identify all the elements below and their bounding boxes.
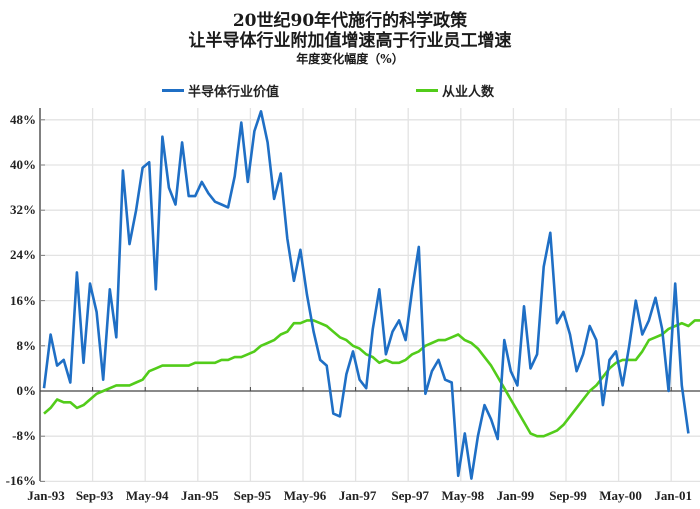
x-tick-label: Sep-97: [391, 488, 429, 503]
x-tick-label: May-98: [441, 488, 485, 503]
series-line-semiconductor-value: [42, 110, 690, 480]
y-tick-label: 8%: [16, 337, 37, 353]
legend-item-employees: 从业人数: [416, 81, 494, 100]
x-tick-label: Jan-93: [27, 488, 65, 503]
x-tick-label: Jan-97: [338, 488, 377, 503]
y-tick-label: 48%: [10, 111, 36, 127]
legend-label: 半导体行业价值: [188, 85, 280, 100]
chart-title-line-1: 20世纪90年代施行的科学政策: [232, 11, 468, 31]
x-tick-label: May-00: [599, 488, 642, 503]
x-tick-label: May-96: [283, 488, 327, 503]
chart-subtitle: 年度变化幅度（%）: [296, 52, 404, 66]
y-tick-label: 16%: [10, 292, 36, 308]
x-axis-tick-marks: [92, 387, 672, 391]
legend-swatch-blue-icon: [162, 89, 184, 92]
series-line-employees: [43, 319, 700, 438]
x-tick-label: Jan-01: [654, 488, 692, 503]
y-tick-label: -8%: [12, 428, 36, 444]
chart-title-line-2: 让半导体行业附加值增速高于行业员工增速: [188, 31, 512, 51]
x-tick-label: Sep-95: [233, 488, 272, 503]
y-tick-label: 40%: [10, 157, 36, 172]
x-tick-label: Sep-99: [549, 488, 587, 503]
y-tick-label: 32%: [10, 202, 36, 218]
y-tick-label: -16%: [5, 473, 36, 489]
legend-label: 从业人数: [442, 85, 495, 100]
gridlines: [40, 108, 700, 483]
y-tick-label: 0%: [16, 383, 37, 398]
x-tick-label: Sep-93: [75, 488, 114, 503]
legend-item-semiconductor-value: 半导体行业价值: [162, 81, 279, 100]
x-tick-label: Jan-99: [496, 488, 535, 503]
x-tick-label: May-94: [125, 488, 169, 503]
legend-swatch-green-icon: [416, 89, 438, 92]
x-tick-label: Jan-95: [181, 488, 219, 503]
y-tick-label: 24%: [10, 247, 36, 263]
